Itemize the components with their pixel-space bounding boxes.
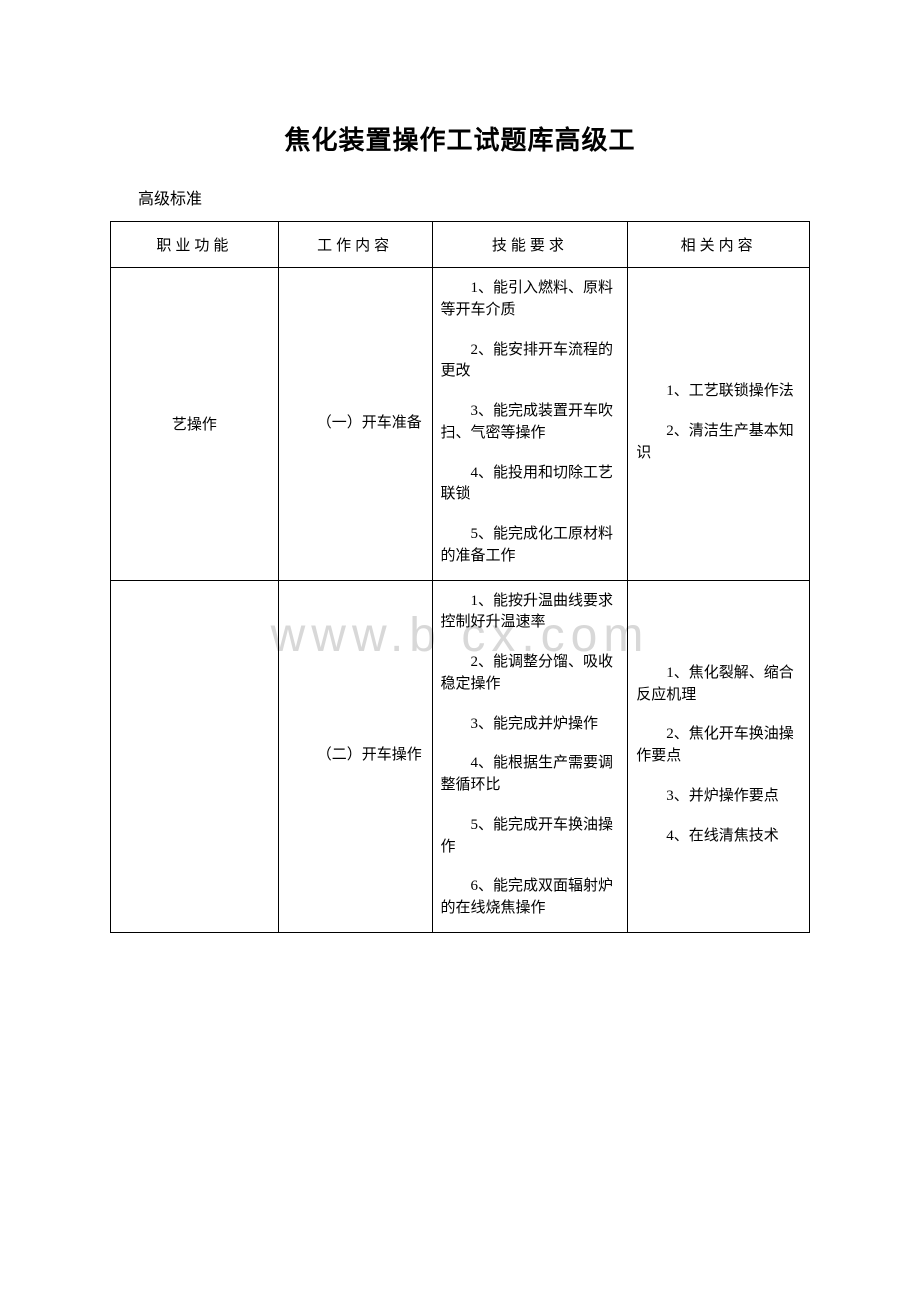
page-title: 焦化装置操作工试题库高级工 [110,120,810,157]
cell-function-1: 艺操作 [111,268,279,581]
header-skill: 技能要求 [432,222,628,268]
table-row: （二）开车操作 1、能按升温曲线要求控制好升温速率 2、能调整分馏、吸收稳定操作… [111,580,810,932]
skill-item: 6、能完成双面辐射炉的在线烧焦操作 [441,876,620,920]
skill-item: 3、能完成并炉操作 [441,714,620,736]
work-text-1: （一）开车准备 [287,413,424,435]
cell-work-1: （一）开车准备 [278,268,432,581]
table-row: 艺操作 （一）开车准备 1、能引入燃料、原料等开车介质 2、能安排开车流程的更改… [111,268,810,581]
skill-item: 1、能引入燃料、原料等开车介质 [441,278,620,322]
cell-skills-1: 1、能引入燃料、原料等开车介质 2、能安排开车流程的更改 3、能完成装置开车吹扫… [432,268,628,581]
document-content: 焦化装置操作工试题库高级工 高级标准 职业功能 工作内容 技能要求 相关内容 艺… [110,120,810,933]
skill-item: 4、能投用和切除工艺联锁 [441,463,620,507]
skill-item: 5、能完成开车换油操作 [441,815,620,859]
table-header-row: 职业功能 工作内容 技能要求 相关内容 [111,222,810,268]
cell-function-2 [111,580,279,932]
related-item: 1、工艺联锁操作法 [636,381,801,403]
skill-item: 4、能根据生产需要调整循环比 [441,753,620,797]
skill-item: 3、能完成装置开车吹扫、气密等操作 [441,401,620,445]
cell-related-1: 1、工艺联锁操作法 2、清洁生产基本知识 [628,268,810,581]
related-item: 1、焦化裂解、缩合反应机理 [636,663,801,707]
related-item: 4、在线清焦技术 [636,826,801,848]
work-text-2: （二）开车操作 [287,745,424,767]
cell-work-2: （二）开车操作 [278,580,432,932]
skill-item: 5、能完成化工原材料的准备工作 [441,524,620,568]
header-function: 职业功能 [111,222,279,268]
cell-skills-2: 1、能按升温曲线要求控制好升温速率 2、能调整分馏、吸收稳定操作 3、能完成并炉… [432,580,628,932]
cell-related-2: 1、焦化裂解、缩合反应机理 2、焦化开车换油操作要点 3、并炉操作要点 4、在线… [628,580,810,932]
related-item: 3、并炉操作要点 [636,786,801,808]
header-work: 工作内容 [278,222,432,268]
skill-item: 2、能调整分馏、吸收稳定操作 [441,652,620,696]
related-item: 2、焦化开车换油操作要点 [636,724,801,768]
standards-table: 职业功能 工作内容 技能要求 相关内容 艺操作 （一）开车准备 1、能引入燃料、… [110,221,810,933]
skill-item: 2、能安排开车流程的更改 [441,340,620,384]
related-item: 2、清洁生产基本知识 [636,421,801,465]
header-related: 相关内容 [628,222,810,268]
page-subtitle: 高级标准 [138,185,810,209]
skill-item: 1、能按升温曲线要求控制好升温速率 [441,591,620,635]
